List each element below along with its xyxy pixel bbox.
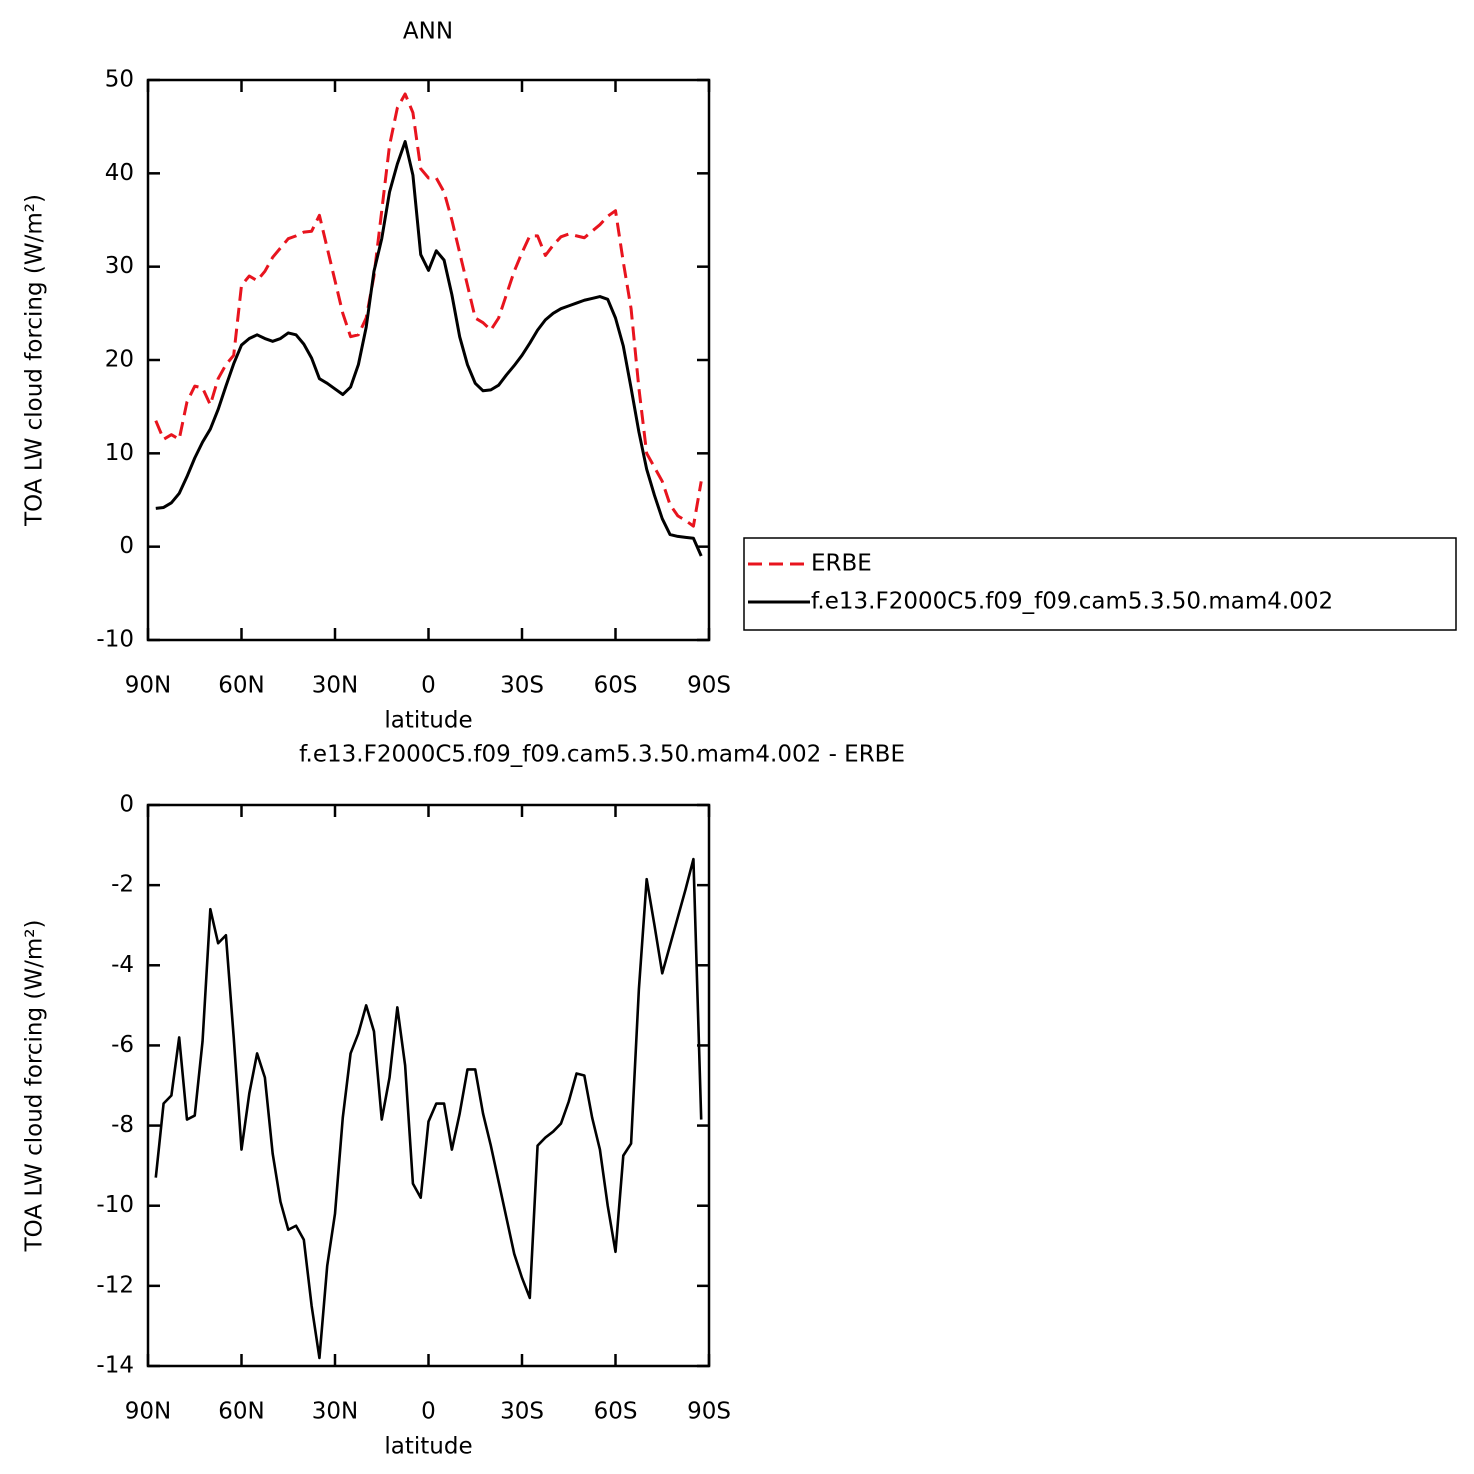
plot-frame <box>146 803 711 1368</box>
y-tick-label: -14 <box>96 1353 134 1379</box>
y-axis-label: TOA LW cloud forcing (W/m²) <box>22 920 48 1253</box>
x-tick-label: 60N <box>218 673 264 699</box>
x-tick-label: 30N <box>312 1399 358 1425</box>
x-tick-label: 0 <box>421 1399 436 1425</box>
y-tick-label: -6 <box>111 1032 134 1058</box>
y-tick-label: -2 <box>111 872 134 898</box>
legend-label: f.e13.F2000C5.f09_f09.cam5.3.50.mam4.002 <box>811 589 1333 615</box>
y-tick-label: 0 <box>119 533 134 559</box>
y-tick-label: -10 <box>96 627 134 653</box>
y-axis-label: TOA LW cloud forcing (W/m²) <box>22 194 48 527</box>
y-tick-label: -12 <box>96 1272 134 1298</box>
y-tick-label: -10 <box>96 1192 134 1218</box>
legend-box <box>743 537 1457 631</box>
data-line <box>154 92 703 528</box>
x-tick-label: 30S <box>500 1399 544 1425</box>
x-tick-label: 90N <box>125 673 171 699</box>
chart-title: f.e13.F2000C5.f09_f09.cam5.3.50.mam4.002… <box>299 742 905 768</box>
plot-frame <box>146 78 711 642</box>
x-tick-label: 60N <box>218 1399 264 1425</box>
x-tick-label: 60S <box>594 673 638 699</box>
chart-title: ANN <box>403 19 453 45</box>
x-tick-label: 30S <box>500 673 544 699</box>
data-line <box>154 857 703 1360</box>
x-tick-label: 0 <box>421 673 436 699</box>
y-tick-label: -8 <box>111 1112 134 1138</box>
y-tick-label: 20 <box>105 347 134 373</box>
x-tick-label: 90S <box>687 1399 731 1425</box>
x-axis-label: latitude <box>384 1434 472 1460</box>
x-axis-label: latitude <box>384 708 472 734</box>
y-tick-label: 0 <box>119 792 134 818</box>
x-tick-label: 30N <box>312 673 358 699</box>
x-tick-label: 90S <box>687 673 731 699</box>
y-tick-label: 30 <box>105 253 134 279</box>
x-tick-label: 90N <box>125 1399 171 1425</box>
data-line <box>155 140 703 557</box>
y-tick-label: 40 <box>105 160 134 186</box>
legend-label: ERBE <box>811 551 872 577</box>
x-tick-label: 60S <box>594 1399 638 1425</box>
y-tick-label: 50 <box>105 67 134 93</box>
y-tick-label: 10 <box>105 440 134 466</box>
y-tick-label: -4 <box>111 952 134 978</box>
